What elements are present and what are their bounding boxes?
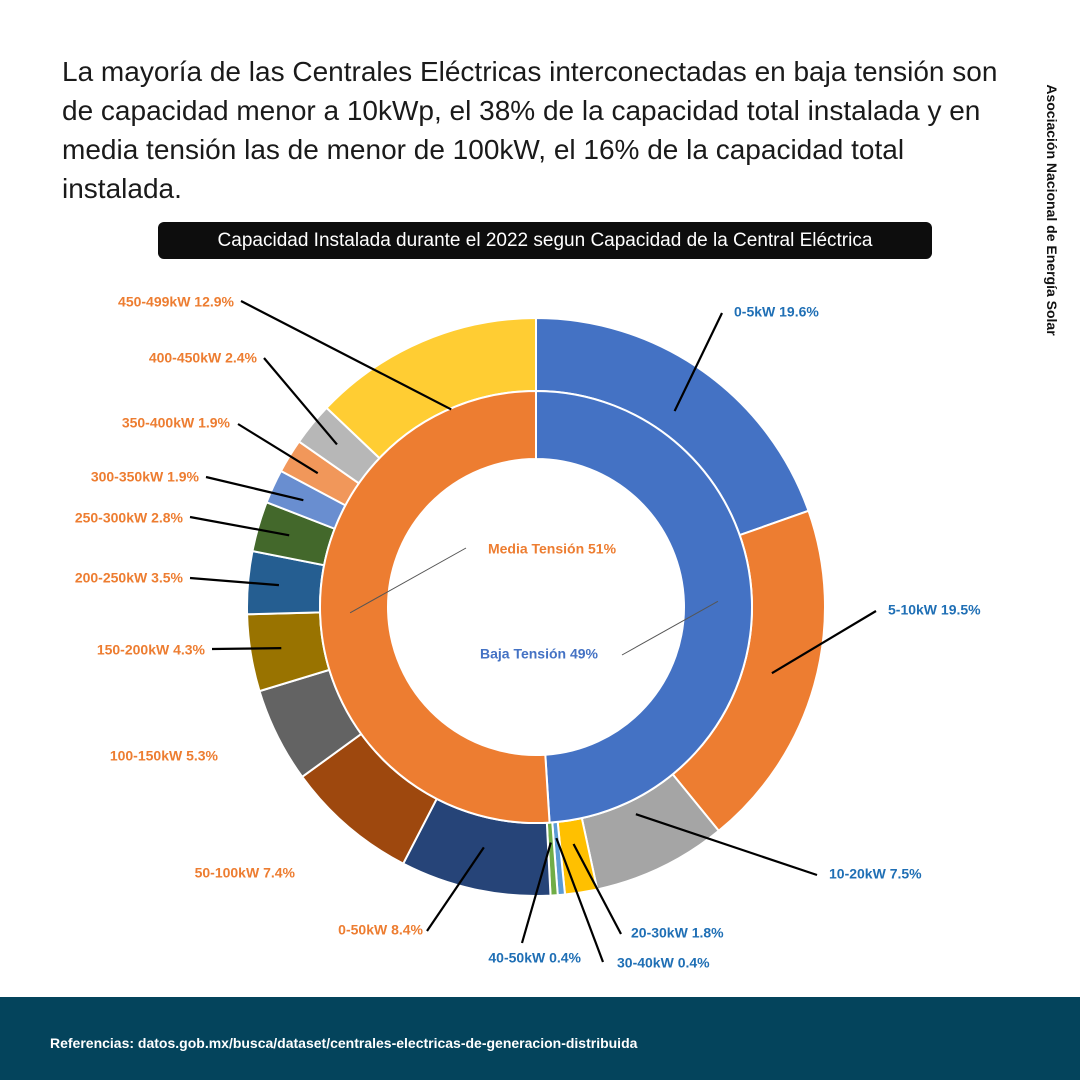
slice-labels: 0-5kW 19.6% 5-10kW 19.5% 10-20kW 7.5% 20-30… [75,294,981,971]
outer-label-30-40kw-0-4: 30-40kW 0.4% [617,955,710,971]
outer-leader-5-10kw-19-5 [771,610,877,675]
outer-label-20-30kw-1-8: 20-30kW 1.8% [631,925,724,941]
outer-leader-0-50kw-8-4 [426,846,485,932]
inner-ring [319,389,754,824]
chart-title: Capacidad Instalada durante el 2022 segu… [158,222,932,259]
outer-label-250-300kw-2-8: 250-300kW 2.8% [75,510,184,526]
outer-label-200-250kw-3-5: 200-250kW 3.5% [75,570,184,586]
inner-leader-baja-tensi-n-49 [621,600,719,656]
outer-leader-300-350kw-1-9 [205,475,304,502]
outer-leader-40-50kw-0-4 [520,842,552,944]
inner-slice-media-tensi-n-51 [319,389,551,824]
outer-leader-150-200kw-4-3 [211,647,282,651]
outer-label-10-20kw-7-5: 10-20kW 7.5% [829,866,922,882]
headline: La mayoría de las Centrales Eléctricas i… [62,56,998,204]
outer-leader-10-20kw-7-5 [635,813,818,877]
outer-label-100-150kw-5-3: 100-150kW 5.3% [110,748,219,764]
outer-leader-20-30kw-1-8 [572,843,622,935]
inner-label-media-tensi-n-51: Media Tensión 51% [488,541,617,557]
outer-label-150-200kw-4-3: 150-200kW 4.3% [97,642,206,658]
inner-slice-baja-tensi-n-49 [535,389,754,824]
inner-label-baja-tensi-n-49: Baja Tensión 49% [480,646,599,662]
outer-leader-250-300kw-2-8 [189,515,290,537]
leader-lines [189,300,877,963]
outer-label-450-499kw-12-9: 450-499kW 12.9% [118,294,235,310]
outer-leader-200-250kw-3-5 [189,576,280,587]
outer-label-50-100kw-7-4: 50-100kW 7.4% [195,865,296,881]
outer-label-5-10kw-19-5: 5-10kW 19.5% [888,602,981,618]
outer-label-0-50kw-8-4: 0-50kW 8.4% [338,922,423,938]
outer-leader-0-5kw-19-6 [673,312,723,412]
outer-label-0-5kw-19-6: 0-5kW 19.6% [734,304,819,320]
outer-ring [246,316,826,897]
inner-leader-media-tensi-n-51 [349,547,467,614]
footer: Referencias: datos.gob.mx/busca/dataset/… [0,997,1080,1080]
outer-leader-350-400kw-1-9 [237,423,319,475]
footer-reference: Referencias: datos.gob.mx/busca/dataset/… [50,1035,638,1051]
outer-leader-400-450kw-2-4 [263,357,338,446]
outer-label-40-50kw-0-4: 40-50kW 0.4% [488,950,581,966]
outer-label-300-350kw-1-9: 300-350kW 1.9% [91,469,200,485]
outer-label-400-450kw-2-4: 400-450kW 2.4% [149,350,258,366]
donut-chart: 0-5kW 19.6% 5-10kW 19.5% 10-20kW 7.5% 20-30… [75,294,981,971]
outer-leader-30-40kw-0-4 [555,837,605,963]
outer-leader-450-499kw-12-9 [240,300,452,411]
outer-label-350-400kw-1-9: 350-400kW 1.9% [122,415,231,431]
